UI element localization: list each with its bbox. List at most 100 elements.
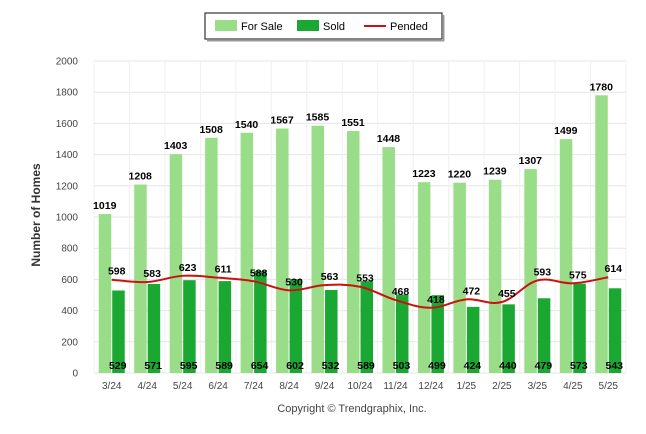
label-pended: 623: [179, 262, 197, 274]
x-tick-label: 4/24: [137, 381, 157, 392]
bar-for-sale: [276, 128, 289, 373]
label-sold: 654: [251, 360, 269, 372]
label-for-sale: 1585: [306, 112, 330, 124]
y-tick-label: 1000: [56, 213, 79, 224]
x-tick-label: 1/25: [457, 381, 477, 392]
legend-shadow: [443, 15, 445, 41]
label-for-sale: 1019: [93, 200, 117, 212]
bar-sold: [254, 270, 267, 373]
y-tick-label: 200: [61, 337, 78, 348]
bar-for-sale: [524, 169, 537, 373]
label-for-sale: 1223: [412, 168, 436, 180]
bars-layer: [98, 95, 622, 374]
legend-swatch: [215, 20, 237, 31]
y-tick-label: 800: [61, 244, 78, 255]
label-pended: 530: [285, 276, 303, 288]
label-pended: 418: [427, 294, 445, 306]
bar-for-sale: [98, 214, 112, 373]
label-for-sale: 1220: [448, 169, 472, 181]
label-sold: 529: [109, 360, 127, 372]
label-sold: 499: [428, 360, 446, 372]
x-tick-label: 5/24: [173, 381, 193, 392]
bar-sold: [183, 280, 196, 373]
x-tick-label: 5/25: [599, 381, 619, 392]
y-tick-label: 0: [72, 369, 78, 380]
label-sold: 571: [144, 360, 162, 372]
label-for-sale: 1567: [270, 115, 294, 127]
bar-sold: [325, 290, 338, 373]
label-sold: 424: [464, 360, 482, 372]
label-for-sale: 1780: [590, 81, 614, 93]
bar-sold: [395, 294, 409, 373]
bar-for-sale: [417, 182, 431, 373]
x-tick-label: 12/24: [418, 381, 443, 392]
label-sold: 595: [180, 360, 198, 372]
bar-for-sale: [240, 132, 254, 373]
bar-sold: [218, 281, 232, 373]
label-pended: 455: [498, 288, 516, 300]
legend: For Sale Sold Pended: [204, 12, 445, 42]
y-axis-label: Number of Homes: [29, 163, 43, 267]
label-pended: 553: [356, 273, 374, 285]
bar-for-sale: [595, 95, 608, 373]
x-tick-label: 6/24: [208, 381, 228, 392]
x-tick-label: 4/25: [563, 381, 583, 392]
bar-sold: [608, 288, 622, 373]
label-for-sale: 1499: [554, 125, 578, 137]
y-tick-label: 1800: [56, 88, 79, 99]
x-tick-label: 10/24: [347, 381, 372, 392]
bar-for-sale: [311, 125, 325, 374]
label-for-sale: 1307: [519, 155, 543, 167]
label-for-sale: 1208: [129, 171, 153, 183]
bar-sold: [360, 281, 373, 373]
x-tick-label: 9/24: [315, 381, 335, 392]
bar-sold: [502, 304, 515, 373]
bar-for-sale: [205, 137, 218, 373]
label-sold: 573: [570, 360, 588, 372]
label-for-sale: 1403: [164, 140, 188, 152]
x-tick-label: 3/24: [102, 381, 122, 392]
y-tick-label: 1400: [56, 150, 79, 161]
bar-sold: [112, 290, 125, 373]
label-for-sale: 1448: [377, 133, 401, 145]
label-for-sale: 1540: [235, 119, 259, 131]
copyright-footer: Copyright © Trendgraphix, Inc.: [277, 403, 426, 415]
bar-for-sale: [488, 179, 502, 373]
label-pended: 575: [569, 269, 587, 281]
legend-swatch: [297, 20, 319, 31]
line-layer: [111, 274, 609, 309]
label-sold: 532: [322, 360, 340, 372]
x-tick-label: 8/24: [279, 381, 299, 392]
grid-layer: [93, 60, 627, 374]
legend-shadow: [207, 40, 444, 42]
label-for-sale: 1239: [483, 166, 507, 178]
bar-sold: [431, 295, 444, 373]
labels-layer: 1019 529 1208 571 1403 595 1508 589 1540 654 1567 6…: [93, 81, 623, 372]
bar-sold: [147, 283, 161, 373]
label-pended: 563: [321, 271, 339, 283]
label-pended: 588: [250, 267, 268, 279]
bar-for-sale: [382, 147, 395, 373]
bar-sold: [289, 279, 303, 373]
line-pended: [111, 274, 609, 309]
bar-for-sale: [453, 182, 466, 373]
y-tick-label: 600: [61, 275, 78, 286]
bar-sold: [537, 298, 551, 373]
bar-sold: [573, 283, 586, 373]
x-tick-label: 7/24: [244, 381, 264, 392]
axis-layer: 0 200 400 600 800 1000 1200 1400 1600 1800 2000 3/2…: [56, 57, 619, 393]
label-for-sale: 1551: [341, 117, 365, 129]
y-tick-label: 1600: [56, 119, 79, 130]
bar-for-sale: [347, 131, 360, 373]
label-sold: 503: [393, 360, 411, 372]
label-pended: 472: [463, 285, 481, 297]
label-sold: 589: [215, 360, 233, 372]
bar-for-sale: [169, 154, 183, 373]
label-pended: 468: [392, 286, 410, 298]
legend-label: For Sale: [241, 21, 283, 33]
label-for-sale: 1508: [199, 124, 223, 136]
y-tick-label: 400: [61, 306, 78, 317]
label-pended: 593: [534, 266, 552, 278]
